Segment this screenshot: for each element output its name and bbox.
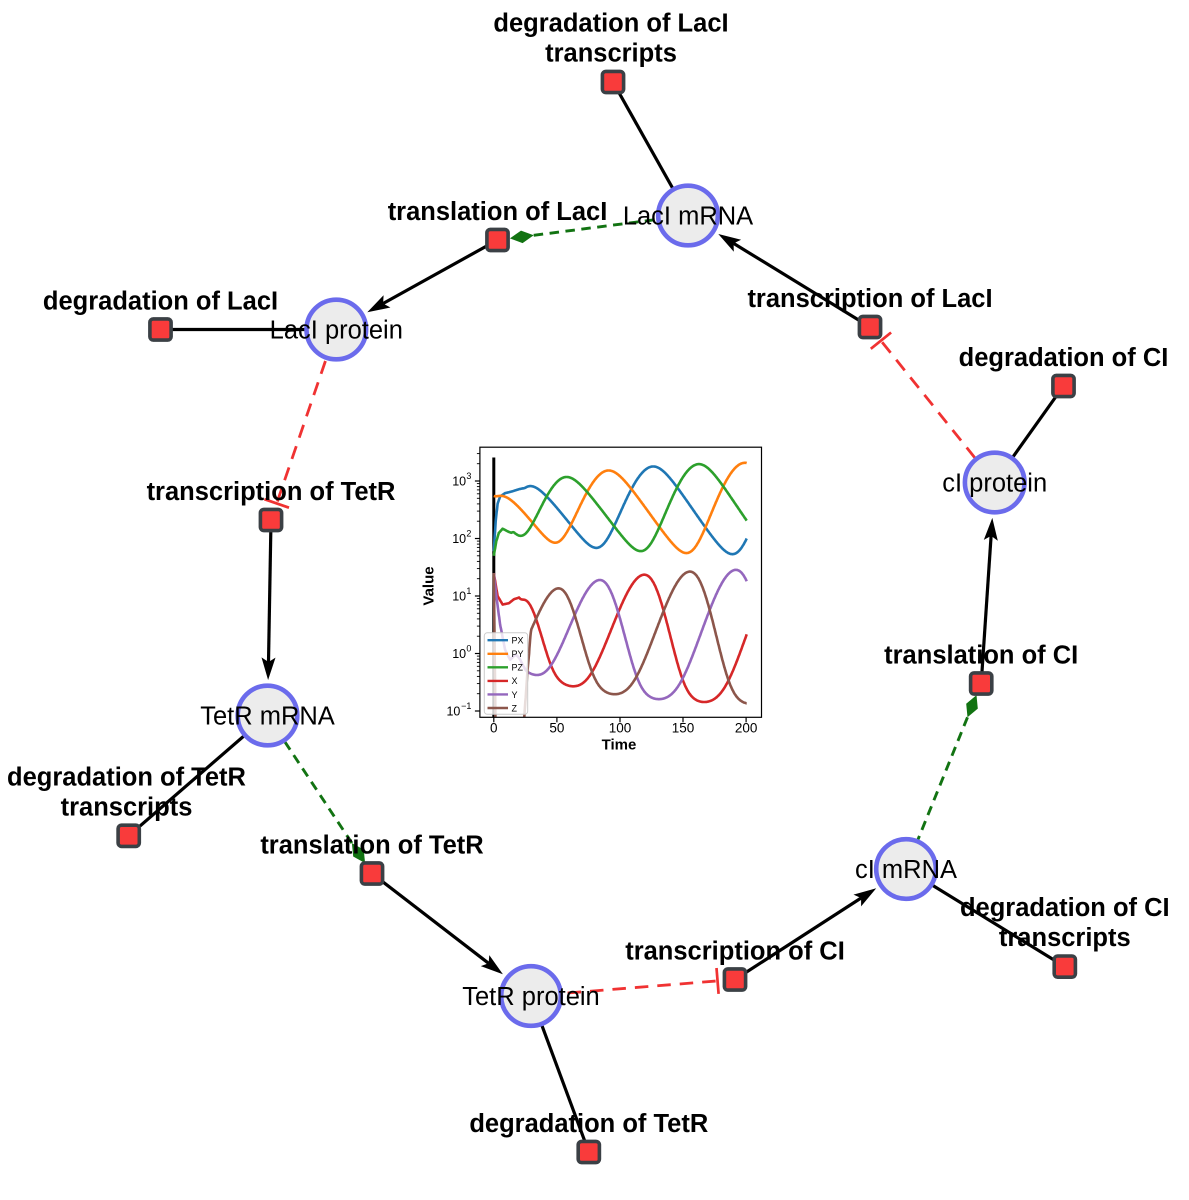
- svg-text:cI mRNA: cI mRNA: [855, 856, 957, 884]
- svg-text:PX: PX: [512, 636, 524, 646]
- svg-text:0: 0: [466, 643, 471, 653]
- svg-text:transcripts: transcripts: [61, 793, 193, 821]
- svg-text:transcription of TetR: transcription of TetR: [147, 478, 396, 506]
- svg-text:transcription of CI: transcription of CI: [625, 938, 845, 966]
- svg-text:0: 0: [490, 721, 498, 736]
- svg-text:transcripts: transcripts: [999, 924, 1131, 952]
- svg-text:Z: Z: [512, 703, 518, 713]
- svg-text:degradation of TetR: degradation of TetR: [469, 1110, 708, 1138]
- svg-text:100: 100: [609, 721, 632, 736]
- svg-text:TetR mRNA: TetR mRNA: [200, 703, 335, 731]
- svg-text:transcripts: transcripts: [545, 40, 677, 68]
- svg-text:degradation of TetR: degradation of TetR: [7, 763, 246, 791]
- svg-text:10: 10: [452, 475, 466, 489]
- svg-text:1: 1: [466, 586, 471, 596]
- svg-text:PZ: PZ: [512, 663, 524, 673]
- svg-text:degradation of CI: degradation of CI: [960, 894, 1170, 922]
- svg-text:3: 3: [466, 471, 471, 481]
- svg-text:degradation of CI: degradation of CI: [959, 344, 1169, 372]
- svg-text:50: 50: [549, 721, 564, 736]
- svg-text:150: 150: [672, 721, 695, 736]
- svg-text:10: 10: [452, 647, 466, 661]
- svg-text:Value: Value: [421, 566, 438, 605]
- svg-text:Time: Time: [602, 737, 637, 754]
- svg-text:LacI protein: LacI protein: [270, 317, 403, 345]
- svg-text:10: 10: [452, 532, 466, 546]
- svg-text:TetR protein: TetR protein: [462, 983, 600, 1011]
- svg-text:X: X: [512, 676, 518, 686]
- svg-text:2: 2: [466, 528, 471, 538]
- svg-text:PY: PY: [512, 649, 524, 659]
- svg-text:cI protein: cI protein: [942, 470, 1047, 498]
- svg-text:translation of TetR: translation of TetR: [260, 832, 483, 860]
- svg-text:translation of LacI: translation of LacI: [388, 198, 608, 226]
- svg-text:10: 10: [446, 705, 460, 719]
- svg-text:Y: Y: [512, 690, 518, 700]
- svg-text:degradation of LacI: degradation of LacI: [43, 288, 278, 316]
- svg-text:200: 200: [735, 721, 758, 736]
- svg-text:transcription of LacI: transcription of LacI: [747, 285, 992, 313]
- svg-text:−1: −1: [461, 701, 471, 711]
- svg-text:translation of CI: translation of CI: [884, 642, 1078, 670]
- svg-text:LacI mRNA: LacI mRNA: [623, 203, 753, 231]
- svg-text:degradation of LacI: degradation of LacI: [493, 10, 728, 38]
- svg-text:10: 10: [452, 590, 466, 604]
